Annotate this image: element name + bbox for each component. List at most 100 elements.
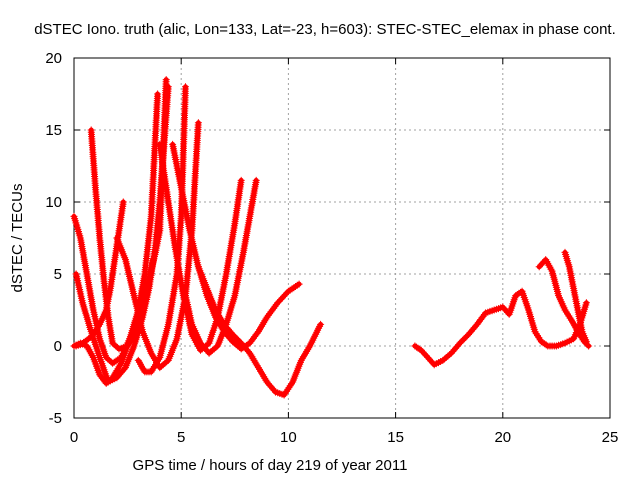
data-point [113,258,117,262]
tick-labels: 0 5 10 15 20 25 -5 0 5 10 15 20 [45,50,618,446]
data-point [282,393,286,397]
data-point [149,370,153,374]
data-point [276,301,280,305]
series-4 [72,198,127,350]
data-point [426,356,430,360]
data-point [93,186,97,190]
data-point [256,366,260,370]
data-point [98,356,102,360]
data-point [458,341,462,345]
data-point [413,344,417,348]
data-point [164,78,168,82]
data-point [231,340,235,344]
data-point [198,348,202,352]
data-point [183,85,187,89]
data-point [149,351,153,355]
data-point [115,236,119,240]
data-point [563,250,567,254]
data-point [158,142,162,146]
data-point [190,332,194,336]
data-point [153,243,157,247]
data-point [111,341,115,345]
series-10 [194,263,325,399]
y-tick-label: 10 [45,194,62,211]
y-tick-label: 15 [45,122,62,139]
data-point [484,311,488,315]
data-point [98,337,102,341]
data-point [432,363,436,367]
data-point [239,341,243,345]
x-tick-label: 25 [602,429,619,446]
data-point [179,214,183,218]
data-point [248,341,252,345]
data-point [550,269,554,273]
data-point [98,236,102,240]
data-point [265,380,269,384]
data-series [70,76,593,399]
data-point [196,265,200,269]
data-point [475,322,479,326]
data-point [572,337,576,341]
data-point [196,121,200,125]
data-point [587,344,591,348]
data-point [111,376,115,380]
data-point [156,92,160,96]
series-8 [182,176,260,357]
data-point [241,250,245,254]
data-point [297,282,301,286]
data-point [248,351,252,355]
y-tick-label: 5 [54,266,62,283]
series-7 [156,140,245,354]
data-point [537,265,541,269]
data-point [449,351,453,355]
data-point [121,200,125,204]
data-point [98,322,102,326]
data-point [567,265,571,269]
data-point [104,308,108,312]
data-point [239,347,243,351]
data-point [580,330,584,334]
y-tick-label: 0 [54,338,62,355]
data-point [166,358,170,362]
data-point [166,85,170,89]
data-point [546,344,550,348]
data-point [91,308,95,312]
data-point [111,361,115,365]
data-point [158,356,162,360]
series-13 [561,248,590,346]
x-tick-label: 10 [280,429,297,446]
data-point [492,308,496,312]
data-point [81,301,85,305]
data-point [188,229,192,233]
data-point [123,258,127,262]
data-point [572,286,576,290]
data-point [141,330,145,334]
data-point [78,236,82,240]
data-point [162,142,166,146]
data-point [91,332,95,336]
data-point [265,315,269,319]
data-point [233,294,237,298]
data-point [91,356,95,360]
data-point [179,186,183,190]
data-point [256,330,260,334]
data-point [319,322,323,326]
data-point [183,294,187,298]
data-point [569,318,573,322]
data-point [136,358,140,362]
data-point [248,214,252,218]
data-point [104,356,108,360]
data-point [216,344,220,348]
data-point [147,279,151,283]
data-point [123,366,127,370]
data-point [85,272,89,276]
data-point [143,272,147,276]
data-point [231,332,235,336]
chart-title: dSTEC Iono. truth (alic, Lon=133, Lat=-2… [34,21,616,38]
series-12 [535,256,593,350]
data-point [557,294,561,298]
data-point [514,294,518,298]
data-point [299,358,303,362]
data-point [74,344,78,348]
data-point [117,347,121,351]
